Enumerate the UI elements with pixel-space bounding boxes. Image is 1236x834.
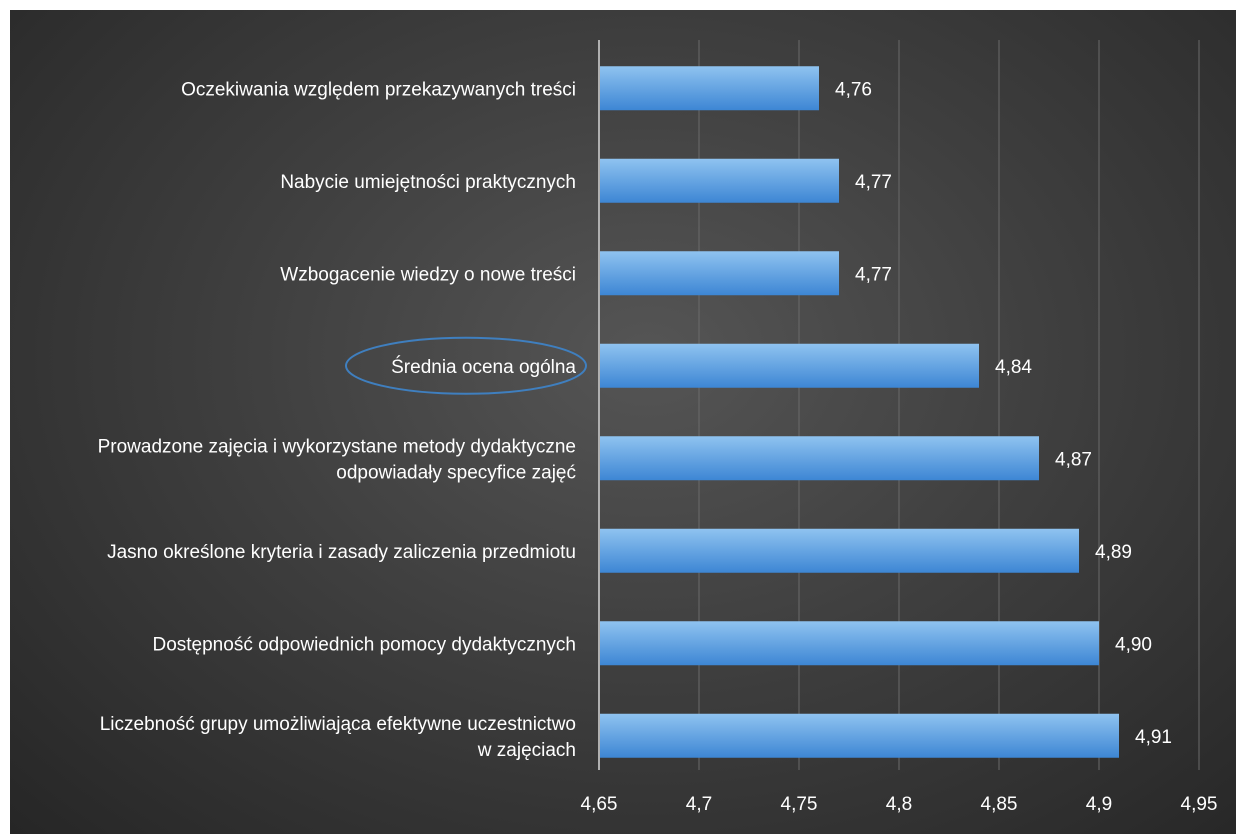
- bar-chart: 4,65 4,7 4,75 4,8 4,85 4,9 4,95 4,76 Oczekiwania…: [98, 40, 1218, 815]
- bar: [599, 343, 979, 388]
- x-tick-label: 4,65: [581, 794, 618, 815]
- category-label: Nabycie umiejętności praktycznych: [280, 172, 576, 193]
- bar: [599, 713, 1119, 758]
- bar: [599, 66, 819, 111]
- bar: [599, 158, 839, 203]
- bar-value-label: 4,87: [1055, 449, 1092, 470]
- category-label: Oczekiwania względem przekazywanych treś…: [181, 79, 576, 100]
- highlight-ellipse: [345, 336, 587, 395]
- x-tick-label: 4,75: [781, 794, 818, 815]
- category-label: Prowadzone zajęcia i wykorzystane metody…: [98, 436, 576, 483]
- bar: [599, 251, 839, 296]
- bar: [599, 436, 1039, 481]
- x-tick-label: 4,7: [686, 794, 712, 815]
- category-label: Jasno określone kryteria i zasady zalicz…: [107, 542, 576, 563]
- category-label: Liczebność grupy umożliwiająca efektywne…: [100, 714, 576, 761]
- bar-value-label: 4,77: [855, 264, 892, 285]
- bar-value-label: 4,91: [1135, 727, 1172, 748]
- bars: [599, 66, 1119, 758]
- category-label: Dostępność odpowiednich pomocy dydaktycz…: [152, 634, 576, 655]
- bar-value-label: 4,90: [1115, 634, 1152, 655]
- x-tick-label: 4,85: [981, 794, 1018, 815]
- category-label: Średnia ocena ogólna: [391, 356, 576, 378]
- bar-value-label: 4,77: [855, 172, 892, 193]
- x-tick-label: 4,9: [1086, 794, 1112, 815]
- labels: 4,65 4,7 4,75 4,8 4,85 4,9 4,95 4,76 Oczekiwania…: [98, 79, 1218, 815]
- bar: [599, 621, 1099, 666]
- bar-value-label: 4,84: [995, 357, 1032, 378]
- bar: [599, 528, 1079, 573]
- category-label: Wzbogacenie wiedzy o nowe treści: [280, 264, 576, 285]
- chart-area: 4,65 4,7 4,75 4,8 4,85 4,9 4,95 4,76 Oczekiwania…: [10, 10, 1236, 834]
- x-tick-label: 4,8: [886, 794, 912, 815]
- bar-value-label: 4,76: [835, 79, 872, 100]
- x-tick-label: 4,95: [1181, 794, 1218, 815]
- bar-value-label: 4,89: [1095, 542, 1132, 563]
